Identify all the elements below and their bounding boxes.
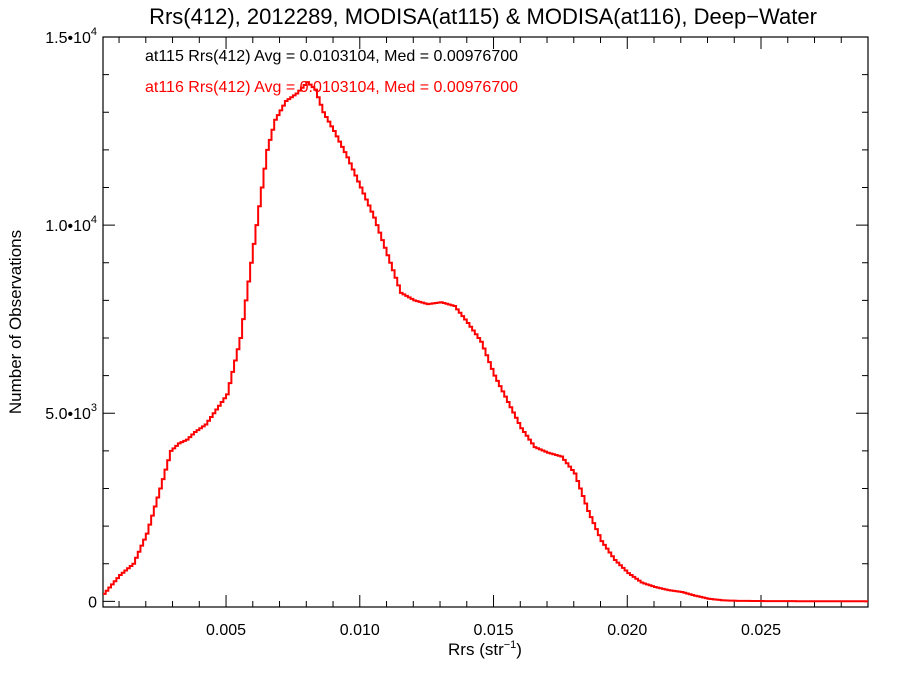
chart-title: Rrs(412), 2012289, MODISA(at115) & MODIS… (149, 4, 817, 29)
x-axis-title: Rrs (str−1) (448, 639, 522, 659)
y-tick-mantissa: 1.0•10 (45, 218, 91, 235)
x-tick-label: 0.010 (340, 622, 380, 639)
x-tick-label: 0.005 (206, 622, 246, 639)
y-tick-mantissa: 5.0•10 (45, 406, 91, 423)
y-tick-exponent: 4 (91, 214, 97, 226)
y-axis-title: Number of Observations (6, 230, 25, 414)
x-axis-title-sup: −1 (504, 639, 517, 651)
x-tick-label: 0.025 (741, 622, 781, 639)
series-line-0 (103, 81, 868, 603)
y-tick-exponent: 4 (91, 26, 97, 38)
x-axis-title-main: Rrs (str (448, 640, 504, 659)
x-tick-label: 0.020 (607, 622, 647, 639)
y-tick-label: 0 (88, 594, 97, 611)
y-tick-label: 5.0•103 (45, 402, 97, 423)
y-tick-mantissa: 1.5•10 (45, 30, 91, 47)
y-tick-exponent: 3 (91, 402, 97, 414)
annotation-at116: at116 Rrs(412) Avg = 0.0103104, Med = 0.… (145, 79, 518, 96)
plot-frame (102, 36, 869, 608)
x-axis-ticks: 0.005 0.010 0.015 0.020 0.025 (118, 37, 842, 639)
y-tick-mantissa: 0 (88, 594, 97, 611)
y-tick-label: 1.0•104 (45, 214, 97, 235)
series-layer (103, 81, 868, 603)
annotation-at115: at115 Rrs(412) Avg = 0.0103104, Med = 0.… (145, 48, 518, 65)
x-axis-title-close: ) (516, 640, 522, 659)
x-tick-label: 0.015 (474, 622, 514, 639)
y-tick-label: 1.5•104 (45, 26, 97, 47)
